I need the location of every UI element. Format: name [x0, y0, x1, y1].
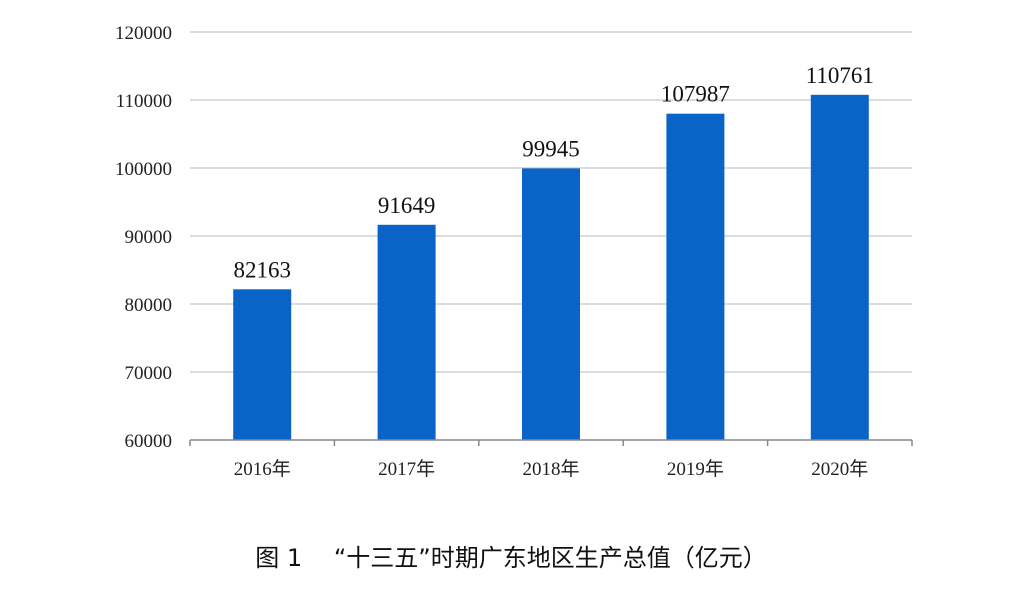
data-label: 91649	[378, 193, 436, 218]
x-axis: 2016年 2017年 2018年 2019年 2020年	[189, 439, 913, 480]
x-tick-label: 2018年	[522, 458, 579, 480]
y-tick-label: 60000	[125, 431, 173, 452]
bar	[666, 113, 725, 440]
x-tick-label: 2016年	[234, 458, 291, 480]
x-tick-label: 2019年	[667, 458, 724, 480]
y-tick-label: 110000	[116, 91, 172, 112]
bar	[377, 224, 436, 440]
bars	[233, 94, 869, 441]
y-tick-label: 70000	[125, 363, 173, 384]
data-label: 107987	[661, 82, 730, 107]
y-tick-label: 100000	[115, 159, 172, 180]
y-tick-label: 90000	[125, 227, 173, 248]
bar	[522, 168, 580, 440]
y-tick-label: 120000	[115, 23, 172, 44]
x-tick-label: 2017年	[378, 458, 435, 480]
x-tick-label: 2020年	[811, 458, 868, 480]
data-label: 82163	[233, 257, 291, 282]
bar-chart: 60000 70000 80000 90000 100000 110000 120000 8…	[115, 23, 913, 480]
data-labels: 82163 91649 99945 107987 110761	[233, 63, 873, 282]
figure-caption: 图 1 “十三五”时期广东地区生产总值（亿元）	[255, 544, 767, 572]
y-axis-ticks: 60000 70000 80000 90000 100000 110000 120000	[115, 23, 172, 452]
y-tick-label: 80000	[125, 295, 173, 316]
bar	[233, 289, 292, 440]
bar	[810, 94, 869, 441]
data-label: 99945	[522, 136, 580, 161]
data-label: 110761	[806, 63, 874, 88]
